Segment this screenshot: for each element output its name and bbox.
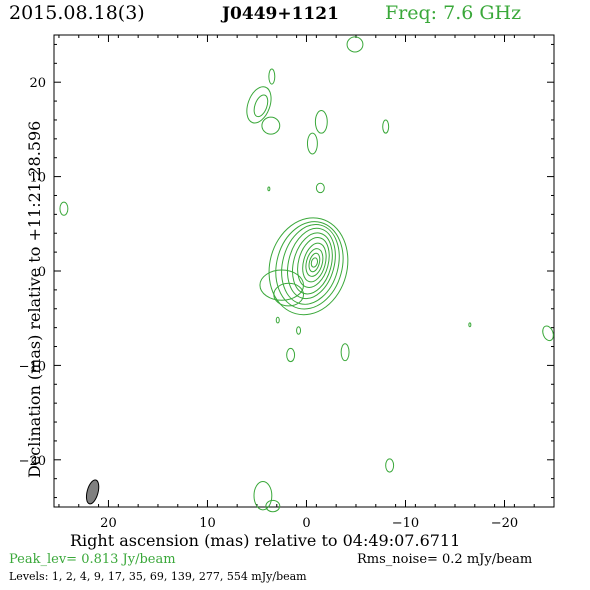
y-axis-label: Declination (mas) relative to +11:21:28.… xyxy=(25,120,44,478)
y-tick-label: −20 xyxy=(19,454,46,469)
source-name: J0449+1121 xyxy=(222,4,339,24)
island-contour xyxy=(468,322,472,328)
island-contour xyxy=(286,347,296,363)
x-tick-label: 20 xyxy=(100,516,117,531)
island-contour xyxy=(315,182,325,194)
island-contour xyxy=(314,110,328,134)
contour-levels: Levels: 1, 2, 4, 9, 17, 35, 69, 139, 277… xyxy=(9,570,307,583)
core-contour-8 xyxy=(305,248,324,277)
island-contour xyxy=(346,36,364,53)
island-contour xyxy=(253,481,273,511)
core-extension-contour xyxy=(273,282,305,307)
island-contour xyxy=(59,201,69,216)
island-contour xyxy=(268,68,276,85)
x-tick-label: 10 xyxy=(199,516,216,531)
observation-date: 2015.08.18(3) xyxy=(9,2,145,24)
x-tick-label: −20 xyxy=(491,516,518,531)
core-contour-3 xyxy=(281,224,340,305)
y-tick-label: 20 xyxy=(29,76,46,91)
island-contour xyxy=(296,326,302,335)
island-contour xyxy=(382,119,390,134)
island-contour xyxy=(253,94,269,118)
rms-noise: Rms_noise= 0.2 mJy/beam xyxy=(357,552,533,567)
x-tick-label: −10 xyxy=(392,516,419,531)
peak-level: Peak_lev= 0.813 Jy/beam xyxy=(9,552,176,567)
y-tick-label: 0 xyxy=(38,265,46,280)
core-contour-2 xyxy=(275,221,344,310)
island-contour xyxy=(542,325,554,342)
core-contour-5 xyxy=(292,232,333,295)
island-contour xyxy=(265,499,281,513)
x-axis-label: Right ascension (mas) relative to 04:49:… xyxy=(70,531,461,550)
core-contour-10 xyxy=(310,257,319,268)
island-contour xyxy=(306,132,318,155)
plot-frame xyxy=(53,34,555,508)
core-contour-9 xyxy=(308,252,321,273)
core-contour-7 xyxy=(302,242,327,283)
core-contour-1 xyxy=(268,217,349,316)
core-contour-4 xyxy=(287,227,336,300)
frequency-label: Freq: 7.6 GHz xyxy=(385,2,522,24)
island-contour xyxy=(261,116,281,135)
beam-ellipse xyxy=(85,479,100,505)
x-tick-label: 0 xyxy=(302,516,310,531)
y-tick-label: −10 xyxy=(19,359,46,374)
island-contour xyxy=(385,458,395,473)
core-extension-contour xyxy=(259,269,305,301)
island-contour xyxy=(340,343,350,362)
island-contour xyxy=(275,316,280,324)
y-tick-label: 10 xyxy=(29,171,46,186)
core-contour-6 xyxy=(297,237,330,288)
island-contour xyxy=(267,186,271,192)
island-contour xyxy=(246,86,272,124)
